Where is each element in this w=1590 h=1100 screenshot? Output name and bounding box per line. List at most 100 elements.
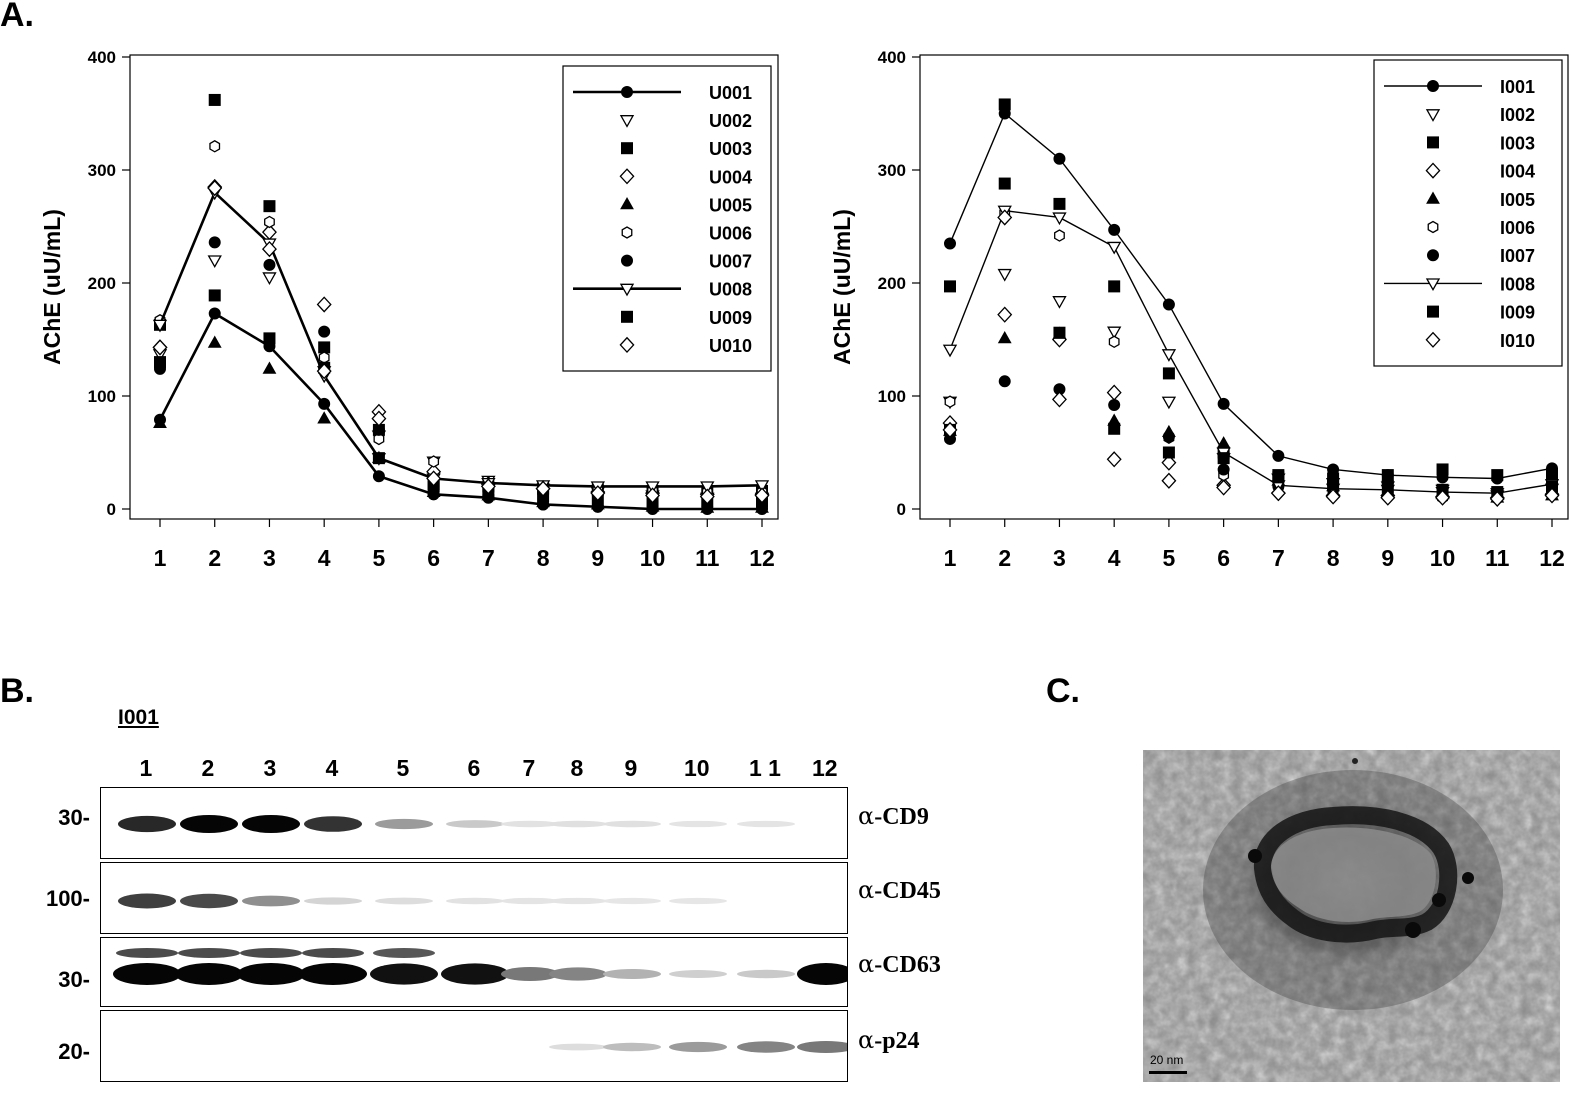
legend-marker — [621, 310, 633, 323]
y-tick-label: 0 — [897, 500, 906, 519]
data-point — [208, 93, 221, 106]
blot-band — [797, 963, 847, 985]
data-point — [316, 363, 332, 380]
series-U010 — [152, 179, 770, 505]
blot-band — [240, 948, 302, 958]
data-point — [1544, 487, 1560, 504]
x-tick-label: 10 — [640, 545, 666, 571]
em-micrograph — [1143, 750, 1560, 1082]
data-point — [1053, 326, 1066, 339]
blot-band — [797, 1041, 847, 1053]
data-point — [263, 200, 276, 213]
legend-label: I010 — [1500, 331, 1535, 351]
data-point — [1108, 280, 1121, 293]
lane-label: 3 — [263, 755, 277, 781]
lane-label: 12 — [812, 755, 838, 781]
data-point — [1162, 446, 1175, 459]
data-point — [372, 452, 385, 465]
data-point — [1106, 451, 1122, 468]
data-point — [1162, 298, 1175, 311]
data-point — [371, 410, 387, 427]
data-point — [1436, 463, 1449, 476]
data-point — [426, 470, 442, 487]
data-point — [1161, 349, 1177, 362]
plot-frame — [919, 54, 1569, 520]
data-point — [1052, 296, 1067, 309]
data-point — [480, 478, 496, 495]
x-tick-label: 3 — [1053, 545, 1066, 571]
data-point — [262, 361, 277, 374]
data-point — [1108, 399, 1121, 412]
legend-label: I003 — [1500, 133, 1535, 153]
legend-marker — [621, 142, 633, 155]
lane-label: 4 — [325, 755, 339, 781]
data-point — [153, 415, 167, 429]
legend-label: I004 — [1500, 162, 1535, 182]
panel-label-b: B. — [0, 672, 34, 710]
blot-band — [118, 815, 176, 833]
lane-label: 9 — [624, 755, 638, 781]
legend-marker — [1427, 80, 1439, 92]
blot-band — [603, 969, 661, 979]
mw-marker: 30- — [58, 805, 90, 830]
em-scale-bar-label: 20 nm — [1150, 1053, 1184, 1067]
x-tick-label: 10 — [1430, 545, 1456, 571]
data-point — [1325, 488, 1341, 505]
legend-entry-I009: I009 — [1427, 303, 1535, 323]
data-point — [942, 344, 958, 358]
plot-frame — [129, 54, 779, 520]
legend-entry-I003: I003 — [1427, 133, 1535, 153]
data-point — [1054, 229, 1065, 242]
data-point — [208, 289, 221, 302]
blot-panel-cd45 — [100, 862, 848, 934]
data-point — [997, 268, 1012, 282]
legend-label: U007 — [709, 252, 752, 272]
legend-entry-U005: U005 — [620, 195, 752, 215]
data-point — [207, 335, 222, 348]
legend-label: U010 — [709, 336, 752, 356]
blot-band — [669, 1041, 727, 1053]
blot-band — [441, 963, 509, 985]
blot-band — [446, 820, 504, 828]
panel-label-a: A. — [0, 0, 34, 34]
data-point — [152, 339, 168, 356]
legend-marker — [1425, 331, 1441, 348]
blot-band — [549, 967, 607, 981]
blot-band — [501, 820, 559, 828]
lane-label: 8 — [570, 755, 584, 781]
data-point — [998, 177, 1011, 190]
blot-sample-label: I001 — [118, 706, 159, 729]
blot-band — [669, 970, 727, 978]
blot-band — [375, 897, 433, 905]
x-tick-label: 5 — [1163, 545, 1176, 571]
data-point — [264, 215, 275, 229]
blot-band — [737, 1041, 795, 1053]
data-point — [1216, 479, 1232, 496]
legend-label: U004 — [709, 167, 752, 187]
data-point — [1327, 478, 1340, 491]
legend-label: U003 — [709, 139, 752, 159]
x-tick-label: 7 — [482, 545, 495, 571]
data-point — [998, 98, 1011, 111]
legend-marker — [621, 254, 633, 267]
legend-marker — [1425, 109, 1441, 122]
data-point — [700, 481, 715, 495]
blot-band — [304, 897, 362, 905]
legend-marker — [619, 115, 635, 128]
lane-label: 2 — [201, 755, 215, 781]
legend-entry-U001: U001 — [573, 83, 752, 103]
legend-entry-I004: I004 — [1425, 162, 1535, 182]
data-point — [1380, 489, 1396, 506]
antibody-label: α-CD45 — [858, 876, 941, 904]
panel-label-c: C. — [1046, 672, 1080, 710]
data-point — [1272, 449, 1285, 462]
legend-label: U008 — [709, 280, 752, 300]
data-point — [1053, 152, 1066, 165]
data-point — [997, 331, 1012, 344]
blot-band — [737, 969, 795, 979]
legend-entry-U008: U008 — [573, 280, 752, 300]
antibody-label: α-CD63 — [858, 950, 941, 978]
data-point — [1107, 326, 1122, 340]
legend-marker — [1427, 220, 1439, 234]
legend-entry-U004: U004 — [619, 167, 752, 187]
